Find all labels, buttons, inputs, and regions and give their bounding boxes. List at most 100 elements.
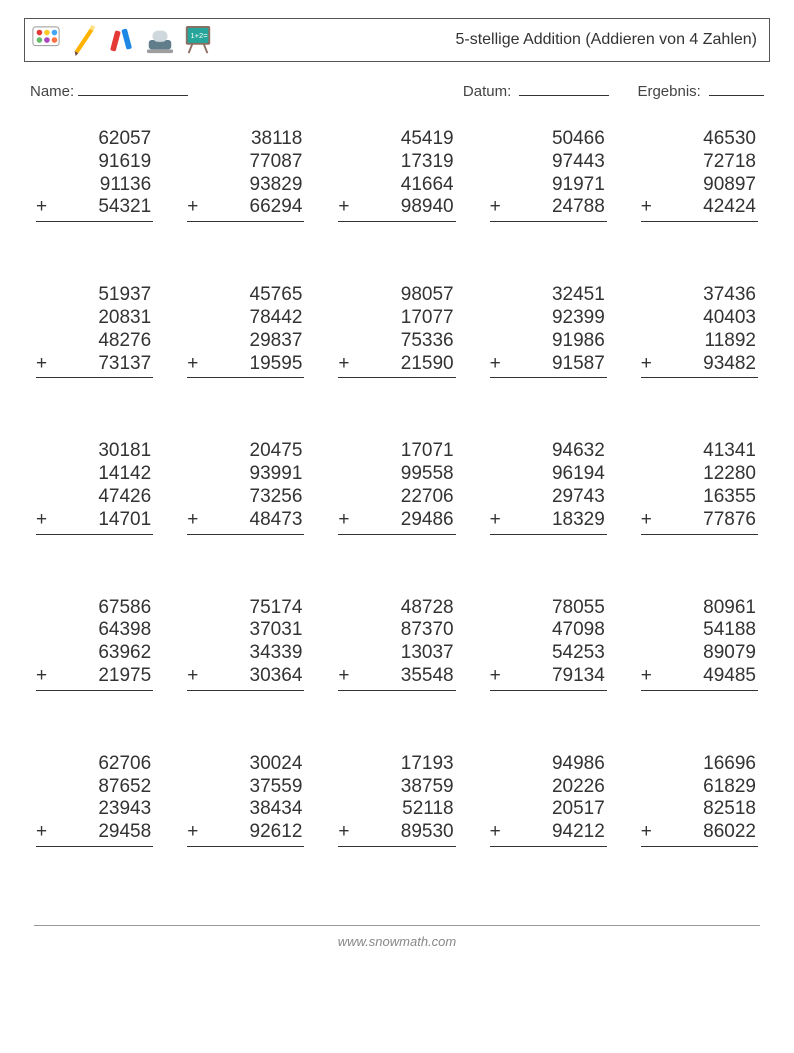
header-box: 1+2= 5-stellige Addition (Addieren von 4…	[24, 18, 770, 62]
addend: 94986	[490, 753, 607, 776]
answer-space[interactable]	[338, 847, 455, 865]
addition-problem: 32451923999198691587	[490, 284, 607, 396]
addend-last: 92612	[187, 821, 304, 847]
answer-space[interactable]	[641, 691, 758, 709]
addend: 29743	[490, 486, 607, 509]
addend: 64398	[36, 619, 153, 642]
answer-space[interactable]	[490, 535, 607, 553]
result-blank[interactable]	[709, 80, 764, 96]
addend: 45765	[187, 284, 304, 307]
addition-problem: 30024375593843492612	[187, 753, 304, 865]
addend: 90897	[641, 174, 758, 197]
addition-problem: 45419173194166498940	[338, 128, 455, 240]
addition-problem: 41341122801635577876	[641, 440, 758, 552]
answer-space[interactable]	[490, 378, 607, 396]
addend: 91619	[36, 151, 153, 174]
answer-space[interactable]	[490, 847, 607, 865]
answer-space[interactable]	[490, 222, 607, 240]
addition-problem: 17193387595211889530	[338, 753, 455, 865]
addend: 89079	[641, 642, 758, 665]
addend-last: 42424	[641, 196, 758, 222]
answer-space[interactable]	[641, 378, 758, 396]
answer-space[interactable]	[187, 691, 304, 709]
answer-space[interactable]	[36, 847, 153, 865]
addition-problem: 30181141424742614701	[36, 440, 153, 552]
addend-last: 18329	[490, 509, 607, 535]
addend: 22706	[338, 486, 455, 509]
addend: 87370	[338, 619, 455, 642]
answer-space[interactable]	[641, 222, 758, 240]
answer-space[interactable]	[338, 535, 455, 553]
addend: 17319	[338, 151, 455, 174]
answer-space[interactable]	[641, 535, 758, 553]
answer-space[interactable]	[187, 222, 304, 240]
addend: 17193	[338, 753, 455, 776]
answer-space[interactable]	[36, 535, 153, 553]
addend: 20831	[36, 307, 153, 330]
footer-url: www.snowmath.com	[34, 925, 760, 949]
answer-space[interactable]	[36, 378, 153, 396]
addend: 67586	[36, 597, 153, 620]
addend: 99558	[338, 463, 455, 486]
addend-last: 86022	[641, 821, 758, 847]
addend: 17077	[338, 307, 455, 330]
addend: 12280	[641, 463, 758, 486]
answer-space[interactable]	[187, 847, 304, 865]
answer-space[interactable]	[36, 691, 153, 709]
addend: 11892	[641, 330, 758, 353]
addend: 29837	[187, 330, 304, 353]
answer-space[interactable]	[338, 691, 455, 709]
addend: 78055	[490, 597, 607, 620]
svg-text:1+2=: 1+2=	[191, 31, 209, 40]
addend: 75174	[187, 597, 304, 620]
addend-last: 93482	[641, 353, 758, 379]
answer-space[interactable]	[187, 535, 304, 553]
addend: 40403	[641, 307, 758, 330]
addend: 20226	[490, 776, 607, 799]
addend: 97443	[490, 151, 607, 174]
addend: 30181	[36, 440, 153, 463]
worksheet-page: 1+2= 5-stellige Addition (Addieren von 4…	[0, 0, 794, 967]
answer-space[interactable]	[490, 691, 607, 709]
name-blank[interactable]	[78, 80, 188, 96]
answer-space[interactable]	[36, 222, 153, 240]
answer-space[interactable]	[338, 378, 455, 396]
addend-last: 49485	[641, 665, 758, 691]
addition-problem: 38118770879382966294	[187, 128, 304, 240]
addend: 37559	[187, 776, 304, 799]
addend-last: 79134	[490, 665, 607, 691]
addition-problem: 51937208314827673137	[36, 284, 153, 396]
name-label: Name:	[30, 83, 74, 100]
addition-problem: 94986202262051794212	[490, 753, 607, 865]
addition-problem: 16696618298251886022	[641, 753, 758, 865]
addend: 75336	[338, 330, 455, 353]
addend: 91136	[36, 174, 153, 197]
result-label: Ergebnis:	[637, 83, 700, 100]
addend-last: 35548	[338, 665, 455, 691]
addition-problem: 94632961942974318329	[490, 440, 607, 552]
addend-last: 29458	[36, 821, 153, 847]
answer-space[interactable]	[187, 378, 304, 396]
addend-last: 73137	[36, 353, 153, 379]
addend: 47098	[490, 619, 607, 642]
addend: 51937	[36, 284, 153, 307]
eraser-icon	[145, 23, 175, 57]
addend: 23943	[36, 798, 153, 821]
addend: 96194	[490, 463, 607, 486]
addition-problem: 17071995582270629486	[338, 440, 455, 552]
crayons-icon	[107, 23, 137, 57]
answer-space[interactable]	[641, 847, 758, 865]
answer-space[interactable]	[338, 222, 455, 240]
date-blank[interactable]	[519, 80, 609, 96]
addend: 20517	[490, 798, 607, 821]
addition-problem: 62706876522394329458	[36, 753, 153, 865]
addend: 38434	[187, 798, 304, 821]
addend: 13037	[338, 642, 455, 665]
addend: 14142	[36, 463, 153, 486]
addend: 37436	[641, 284, 758, 307]
addend: 17071	[338, 440, 455, 463]
addend-last: 77876	[641, 509, 758, 535]
addition-problem: 67586643986396221975	[36, 597, 153, 709]
addend: 80961	[641, 597, 758, 620]
addend-last: 94212	[490, 821, 607, 847]
